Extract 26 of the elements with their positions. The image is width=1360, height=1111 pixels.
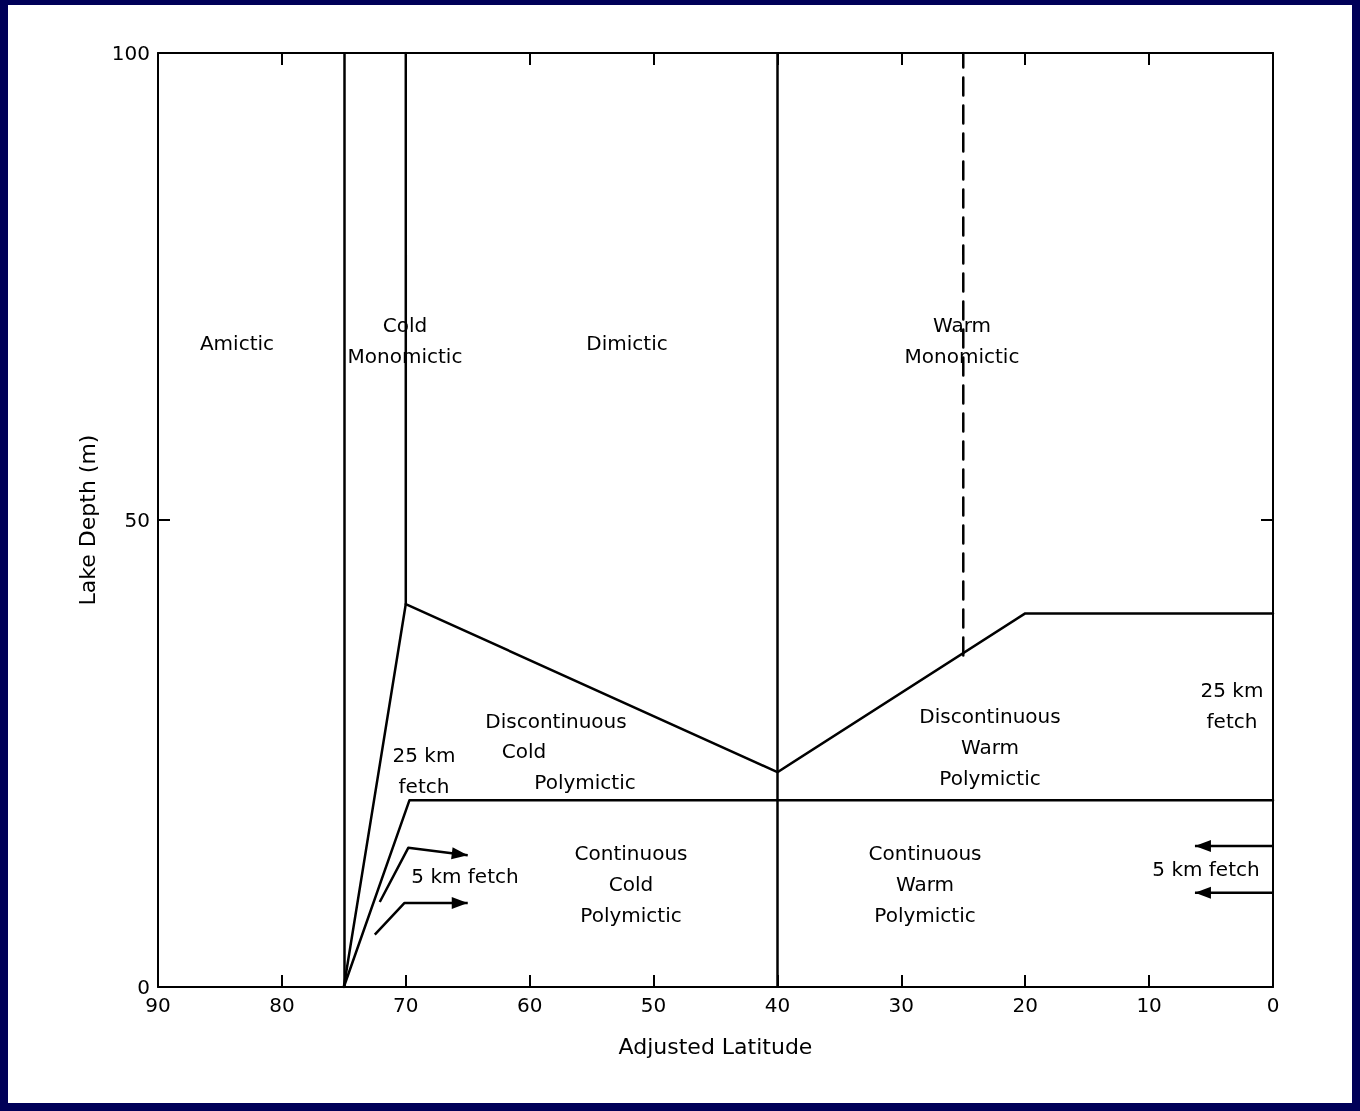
- y-axis-title: Lake Depth (m): [74, 434, 100, 606]
- annotation: Cold: [501, 739, 547, 763]
- annotation: 5 km fetch: [1152, 857, 1260, 881]
- annotation: Continuous Warm Polymictic: [868, 841, 982, 927]
- annotation: Polymictic: [534, 770, 636, 794]
- x-tick-label: 30: [888, 993, 915, 1017]
- x-tick-label: 60: [516, 993, 543, 1017]
- x-tick-label: 80: [269, 993, 295, 1017]
- x-tick-label: 50: [640, 993, 667, 1017]
- x-tick-label: 0: [1266, 993, 1280, 1017]
- annotation: Amictic: [199, 331, 275, 355]
- annotation: Discontinuous Warm Polymictic: [919, 704, 1061, 790]
- annotation: 25 km fetch: [1200, 677, 1264, 733]
- annotation: Dimictic: [586, 331, 668, 355]
- x-tick-label: 20: [1012, 993, 1038, 1017]
- annotation: Continuous Cold Polymictic: [574, 841, 688, 927]
- annotation: Warm Monomictic: [904, 312, 1020, 368]
- x-tick-label: 70: [393, 993, 419, 1017]
- x-axis-title: Adjusted Latitude: [618, 1033, 813, 1059]
- annotation: 5 km fetch: [411, 864, 519, 888]
- annotation: 25 km fetch: [392, 742, 456, 798]
- x-tick-label: 40: [764, 993, 791, 1017]
- y-tick-label: 50: [124, 508, 150, 532]
- annotation: Discontinuous: [485, 709, 627, 733]
- y-tick-label: 100: [111, 41, 150, 65]
- x-tick-label: 10: [1136, 993, 1162, 1017]
